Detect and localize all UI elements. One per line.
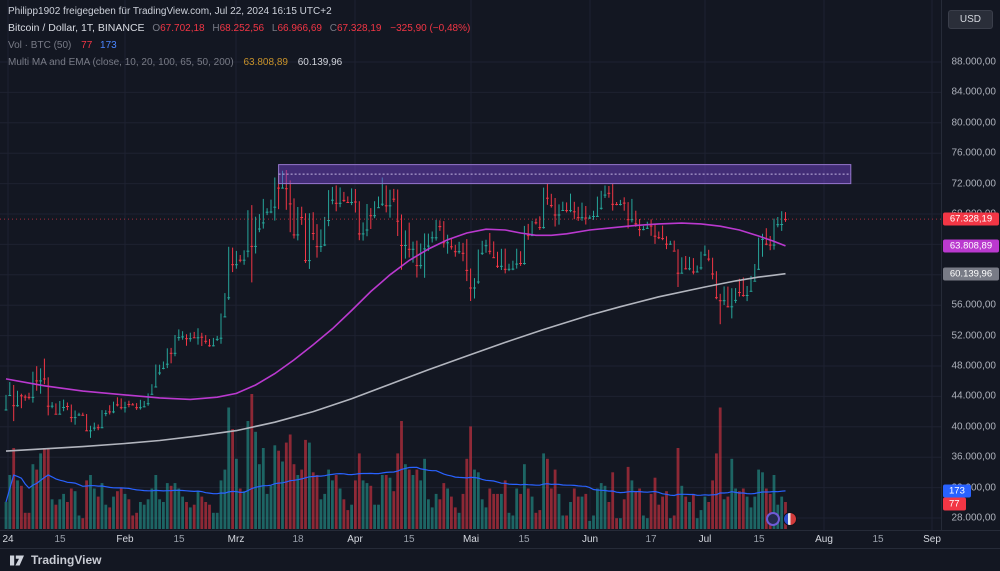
- price-axis-label: 88.000,00: [951, 56, 997, 68]
- time-axis[interactable]: 24 15 Feb 15 Mrz 18 Apr 15 Mai 15 Jun 17 Jul 15 Aug 15 S…: [0, 530, 1000, 549]
- close-key: C: [329, 23, 337, 34]
- volume-ma-line: [5, 466, 786, 503]
- change-value: −325,90 (−0,48%): [390, 23, 471, 34]
- currency-toggle-button[interactable]: USD: [947, 10, 993, 29]
- ma-value-1: 63.808,89: [243, 57, 288, 68]
- time-axis-label: Mai: [462, 534, 480, 545]
- volume-ma-value: 173: [100, 40, 117, 51]
- ma-value-2: 60.139,96: [297, 57, 343, 68]
- price-flag: 67.328,19: [943, 212, 999, 226]
- time-axis-label: Jun: [581, 534, 599, 545]
- price-axis-label: 36.000,00: [951, 451, 997, 463]
- community-badge-icon[interactable]: [766, 512, 780, 526]
- footer-bar: TradingView: [0, 548, 1000, 571]
- tradingview-logo-icon[interactable]: [10, 554, 25, 567]
- candlestick-layer: [4, 170, 787, 438]
- time-axis-label: 15: [753, 534, 765, 545]
- price-axis-label: 84.000,00: [951, 86, 997, 98]
- symbol-title[interactable]: Bitcoin / Dollar, 1T, BINANCE: [8, 22, 145, 34]
- volume-ma-flag: 173: [943, 484, 971, 498]
- price-axis-label: 28.000,00: [951, 512, 997, 524]
- volume-layer: [4, 394, 787, 529]
- ma-legend-row[interactable]: Multi MA and EMA (close, 10, 20, 100, 65…: [8, 54, 470, 71]
- price-axis-label: 56.000,00: [951, 299, 997, 311]
- price-axis-label: 32.000,00: [951, 482, 997, 494]
- time-axis-label: Apr: [347, 534, 363, 545]
- ma-fast-line: [5, 222, 786, 401]
- price-flag: 60.139,96: [943, 267, 999, 281]
- current-volume-flag: 77: [943, 497, 966, 511]
- close-value: 67.328,19: [336, 23, 382, 34]
- time-axis-label: Aug: [815, 534, 833, 545]
- time-axis-label: 18: [292, 534, 304, 545]
- price-axis-label: 48.000,00: [951, 360, 997, 372]
- price-axis[interactable]: 88.000,00 84.000,00 80.000,00 76.000,00 72.0…: [941, 0, 1000, 530]
- chart-legend: Philipp1902 freigegeben für TradingView.…: [8, 3, 470, 71]
- volume-indicator-label[interactable]: Vol · BTC (50): [8, 40, 72, 51]
- time-axis-label: Jul: [698, 534, 712, 545]
- time-axis-label: 24: [2, 534, 14, 545]
- high-value: 68.252,56: [219, 23, 265, 34]
- symbol-legend-row[interactable]: Bitcoin / Dollar, 1T, BINANCE O67.702,18…: [8, 20, 470, 37]
- low-value: 66.966,69: [277, 23, 322, 34]
- price-axis-label: 52.000,00: [951, 330, 997, 342]
- high-key: H: [212, 23, 220, 34]
- price-axis-label: 80.000,00: [951, 117, 997, 129]
- price-axis-label: 40.000,00: [951, 421, 997, 433]
- time-axis-label: 15: [518, 534, 530, 545]
- time-axis-label: Sep: [923, 534, 941, 545]
- volume-legend-row[interactable]: Vol · BTC (50) 77 173: [8, 37, 470, 54]
- low-key: L: [271, 23, 278, 34]
- price-axis-label: 76.000,00: [951, 147, 997, 159]
- price-flag: 63.808,89: [943, 239, 999, 253]
- time-axis-label: 15: [872, 534, 884, 545]
- time-axis-label: 15: [403, 534, 415, 545]
- price-axis-label: 44.000,00: [951, 390, 997, 402]
- ma-indicator-label[interactable]: Multi MA and EMA (close, 10, 20, 100, 65…: [8, 57, 234, 68]
- open-key: O: [152, 23, 161, 34]
- volume-current-value: 77: [81, 40, 93, 51]
- ma-200-line: [5, 272, 786, 452]
- time-axis-label: 15: [173, 534, 185, 545]
- time-axis-label: 17: [645, 534, 657, 545]
- flag-badge-icon[interactable]: [783, 512, 797, 526]
- time-axis-label: Feb: [116, 534, 134, 545]
- chart-canvas[interactable]: [0, 0, 1000, 548]
- time-axis-label: Mrz: [227, 534, 245, 545]
- watermark-text: Philipp1902 freigegeben für TradingView.…: [8, 6, 332, 17]
- price-axis-label: 72.000,00: [951, 178, 997, 190]
- open-value: 67.702,18: [160, 23, 205, 34]
- tradingview-brand-text[interactable]: TradingView: [31, 553, 102, 567]
- time-axis-label: 15: [54, 534, 66, 545]
- resistance-zone-drawing[interactable]: [278, 164, 852, 185]
